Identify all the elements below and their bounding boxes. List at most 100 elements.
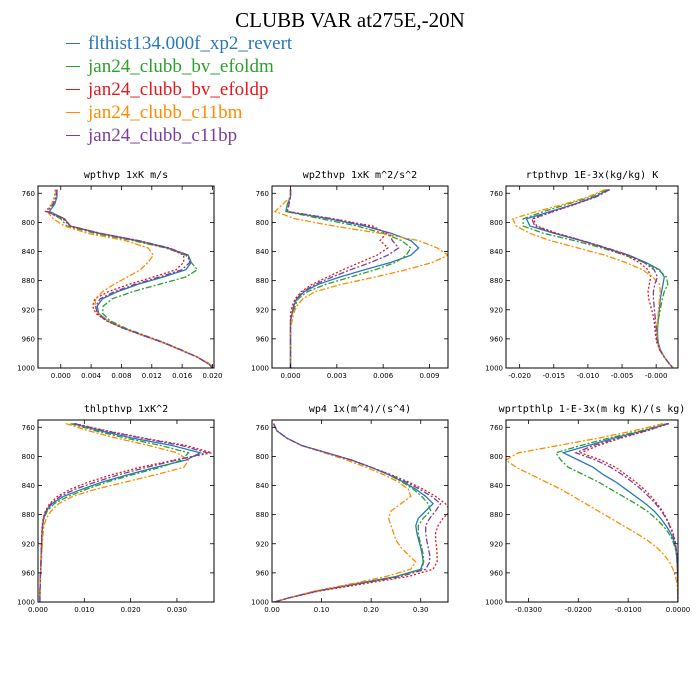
chart-panel: thlpthvp 1xK^2 760 800 840 880 920 960 10000.00… <box>17 404 215 614</box>
legend-item: jan24_clubb_bv_efoldp <box>66 78 292 101</box>
panel-title: wpthvp 1xK m/s <box>84 170 168 181</box>
x-tick-label: -0.010 <box>577 372 600 380</box>
y-tick-label: 920 <box>22 306 35 314</box>
series-group <box>511 189 674 368</box>
x-tick-label: 0.00 <box>264 606 280 614</box>
y-tick-label: 840 <box>256 482 269 490</box>
x-tick-label: 0.030 <box>167 606 187 614</box>
chart-panel: rtpthvp 1E-3x(kg/kg) K 760 800 840 880 920 960… <box>485 170 679 380</box>
plot-frame <box>505 185 679 369</box>
y-tick-label: 1000 <box>485 599 503 607</box>
x-tick-label: -0.0200 <box>565 606 592 614</box>
panel-title: wp4 1x(m^4)/(s^4) <box>309 404 411 415</box>
series-line <box>522 189 674 368</box>
series-line <box>531 189 674 368</box>
legend-label: jan24_clubb_c11bm <box>88 101 243 123</box>
series-line <box>286 189 389 368</box>
y-tick-label: 880 <box>22 511 35 519</box>
series-group <box>272 423 448 602</box>
y-tick-label: 760 <box>256 190 269 198</box>
y-tick-label: 800 <box>22 453 35 461</box>
legend-label: jan24_clubb_bv_efoldm <box>88 55 274 77</box>
y-tick-label: 800 <box>490 219 503 227</box>
legend-item: jan24_clubb_c11bm <box>66 101 292 124</box>
x-tick-label: 0.006 <box>373 372 394 380</box>
legend-label: jan24_clubb_bv_efoldp <box>88 78 269 100</box>
x-tick-label: 0.20 <box>363 606 379 614</box>
y-tick-label: 760 <box>490 424 503 432</box>
series-group <box>39 422 212 602</box>
y-tick-label: 960 <box>490 335 503 343</box>
series-line <box>286 189 400 368</box>
series-line <box>39 422 210 602</box>
series-line <box>272 423 435 602</box>
series-group <box>273 189 448 368</box>
figure-title: CLUBB VAR at275E,-20N <box>235 8 465 32</box>
y-tick-label: 840 <box>490 482 503 490</box>
y-tick-label: 920 <box>256 306 269 314</box>
series-line <box>285 189 420 368</box>
legend-swatch <box>66 135 80 136</box>
series-line <box>574 422 678 602</box>
y-tick-label: 840 <box>22 482 35 490</box>
panel-title: thlpthvp 1xK^2 <box>84 404 168 415</box>
chart-panel: wp4 1x(m^4)/(s^4)76080084088092096010000… <box>251 404 449 614</box>
legend-swatch <box>66 89 80 90</box>
series-line <box>525 189 674 368</box>
plot-frame <box>271 185 449 369</box>
x-tick-label: 0.000 <box>28 606 48 614</box>
legend-label: jan24_clubb_c11bp <box>88 124 238 146</box>
legend-item: jan24_clubb_bv_efoldm <box>66 55 292 78</box>
y-tick-label: 920 <box>256 540 269 548</box>
plot-frame <box>37 419 215 603</box>
x-tick-label: -0.005 <box>611 372 634 380</box>
y-tick-label: 1000 <box>17 365 35 373</box>
y-tick-label: 960 <box>490 569 503 577</box>
y-tick-label: 880 <box>22 277 35 285</box>
series-line <box>285 189 412 368</box>
y-tick-label: 920 <box>490 306 503 314</box>
y-tick-label: 760 <box>22 424 35 432</box>
series-line <box>272 423 442 602</box>
x-tick-label: 0.020 <box>202 372 222 380</box>
series-line <box>39 422 190 602</box>
y-tick-label: 760 <box>256 424 269 432</box>
series-line <box>506 422 678 602</box>
y-tick-label: 1000 <box>17 599 35 607</box>
series-line <box>39 422 212 602</box>
series-line <box>46 189 213 368</box>
panel-title: rtpthvp 1E-3x(kg/kg) K <box>526 170 658 181</box>
x-tick-label: 0.020 <box>121 606 141 614</box>
y-tick-label: 960 <box>22 569 35 577</box>
series-line <box>579 422 678 602</box>
x-tick-label: 0.000 <box>51 372 71 380</box>
y-tick-label: 960 <box>256 335 269 343</box>
x-tick-label: -0.000 <box>645 372 668 380</box>
x-tick-label: -0.0100 <box>615 606 642 614</box>
y-tick-label: 960 <box>22 335 35 343</box>
y-tick-label: 880 <box>256 277 269 285</box>
series-line <box>554 422 678 602</box>
series-line <box>48 189 213 368</box>
series-group <box>44 189 214 368</box>
plot-frame <box>37 185 215 369</box>
x-tick-label: -0.0300 <box>515 606 542 614</box>
x-tick-label: 0.004 <box>81 372 102 380</box>
x-tick-label: 0.012 <box>142 372 162 380</box>
panel-title: wprtpthlp 1-E-3x(m kg K)/(s kg) <box>499 404 686 415</box>
y-tick-label: 920 <box>22 540 35 548</box>
series-line <box>46 189 214 368</box>
legend-swatch <box>66 66 80 67</box>
x-tick-label: 0.008 <box>111 372 131 380</box>
legend-label: flthist134.000f_xp2_revert <box>88 32 293 54</box>
y-tick-label: 800 <box>256 219 269 227</box>
x-tick-label: 0.016 <box>172 372 193 380</box>
y-tick-label: 960 <box>256 569 269 577</box>
y-tick-label: 880 <box>490 511 503 519</box>
x-tick-label: 0.010 <box>74 606 94 614</box>
y-tick-label: 800 <box>256 453 269 461</box>
x-tick-label: 0.000 <box>281 372 301 380</box>
y-tick-label: 1000 <box>485 365 503 373</box>
y-tick-label: 760 <box>22 190 35 198</box>
